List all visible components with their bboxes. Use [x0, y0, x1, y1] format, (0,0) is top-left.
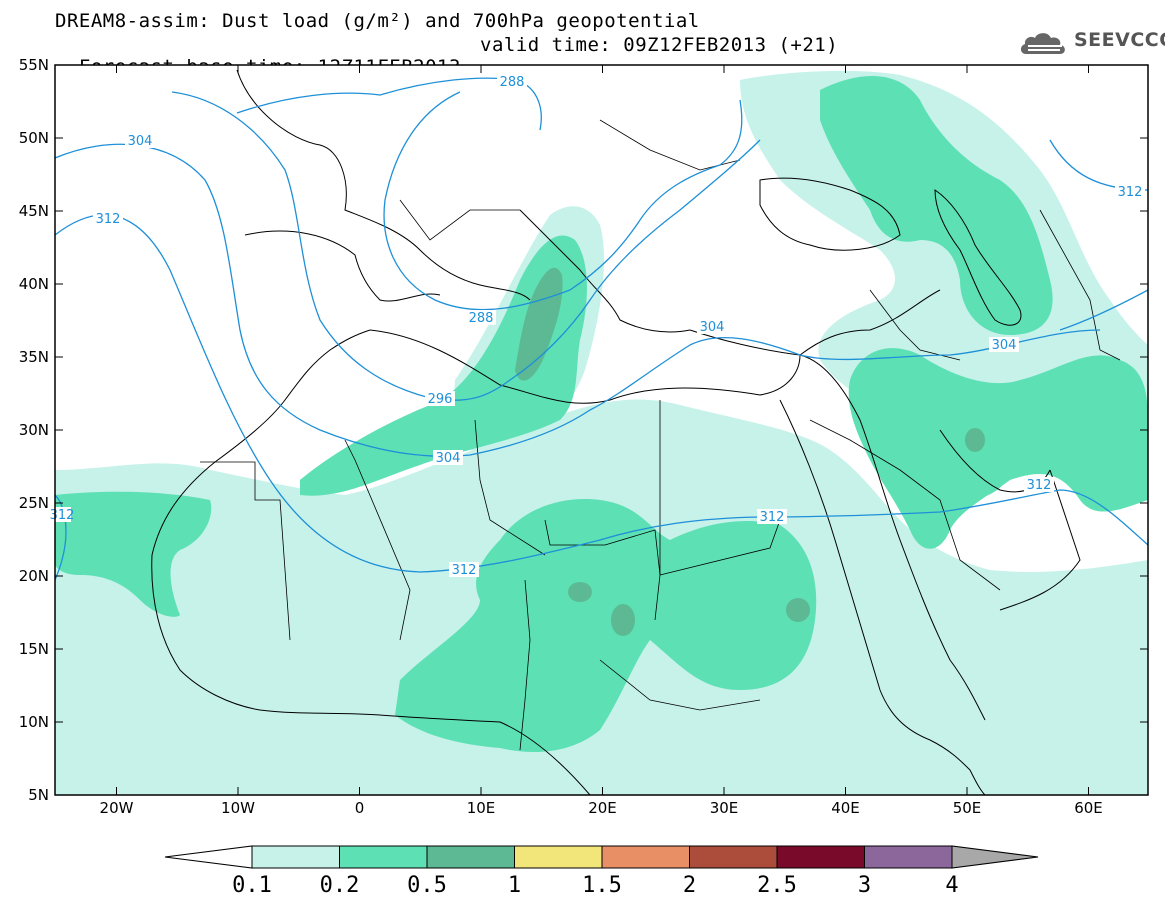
contour-312	[55, 214, 1148, 573]
lon-label: 60E	[1074, 799, 1103, 817]
lon-label: 0	[355, 799, 365, 817]
lon-label: 50E	[953, 799, 982, 817]
valid-time: valid time: 09Z12FEB2013 (+21)	[480, 34, 839, 56]
border-chad-libya	[544, 519, 661, 621]
contour-label-312-d: 312	[1118, 185, 1143, 200]
contour-label-304-d: 304	[992, 338, 1017, 353]
contour-label-312-f: 312	[50, 508, 75, 523]
contour-label-288-a: 288	[500, 75, 525, 90]
coast-europe-west	[236, 69, 531, 301]
colorbar: 0.1 0.2 0.5 1 1.5 2 2.5 3 4	[164, 845, 1039, 898]
colorbar-over-arrow	[951, 845, 1039, 869]
lon-label: 20E	[588, 799, 617, 817]
map-title: DREAM8-assim: Dust load (g/m²) and 700hP…	[55, 10, 700, 32]
border-mauritania	[200, 461, 291, 641]
border-mali-algeria	[344, 439, 411, 641]
contour-label-304-c: 304	[700, 320, 725, 335]
colorbar-label: 1	[508, 873, 521, 898]
colorbar-label: 2.5	[757, 873, 797, 898]
dust-high-areas	[515, 267, 985, 636]
lat-label: 30N	[19, 421, 49, 439]
coast-arabia-south	[999, 469, 1081, 611]
lat-label: 5N	[28, 786, 49, 804]
contour-label-304-b: 304	[436, 451, 461, 466]
border-nigeria-chad	[519, 579, 531, 751]
cloud-icon	[1020, 33, 1065, 54]
colorbar-segment	[689, 845, 778, 869]
coastlines	[151, 69, 1081, 795]
colorbar-label: 2	[683, 873, 696, 898]
lon-label: 30E	[710, 799, 739, 817]
coast-west-africa	[151, 554, 591, 795]
border-central-asia	[1039, 209, 1121, 361]
coast-turkey	[689, 289, 941, 356]
contour-label-296: 296	[428, 392, 453, 407]
colorbar-label: 0.5	[407, 873, 447, 898]
coast-black-sea	[759, 177, 901, 251]
borders	[200, 119, 1121, 751]
colorbar-label: 4	[945, 873, 958, 898]
contour-312-west	[55, 494, 67, 581]
contour-label-312-c: 312	[760, 510, 785, 525]
lon-label: 20W	[100, 799, 134, 817]
coast-north-africa	[369, 329, 801, 404]
colorbar-label: 0.2	[320, 873, 360, 898]
dust-shading	[55, 70, 1148, 795]
colorbar-label: 1.5	[582, 873, 622, 898]
logo-text: SEEVCCC	[1074, 29, 1165, 51]
latitude-axis: 55N 50N 45N 40N 35N 30N 25N 20N 15N 10N 5N	[19, 56, 1148, 804]
seevccc-logo: SEEVCCC	[1018, 26, 1165, 60]
colorbar-segment	[776, 845, 865, 869]
coast-nw-africa	[151, 329, 371, 556]
colorbar-segment	[251, 845, 340, 869]
lat-label: 15N	[19, 640, 49, 658]
contour-label-312-a: 312	[96, 212, 121, 227]
lat-label: 10N	[19, 713, 49, 731]
contour-304-east	[1059, 289, 1148, 331]
lat-label: 45N	[19, 202, 49, 220]
colorbar-under-arrow	[164, 845, 253, 869]
lon-label: 10W	[221, 799, 255, 817]
coast-horn	[929, 739, 986, 795]
border-niger	[474, 419, 546, 556]
colorbar-segment	[339, 845, 428, 869]
lat-label: 20N	[19, 567, 49, 585]
contour-label-304-a: 304	[128, 134, 153, 149]
colorbar-segment	[514, 845, 603, 869]
colorbar-label: 0.1	[232, 873, 272, 898]
geopotential-contours	[55, 77, 1148, 581]
coast-red-sea-east	[799, 354, 986, 721]
contour-288-north	[236, 77, 542, 131]
border-car	[599, 659, 761, 711]
coast-caspian	[934, 189, 1022, 326]
contour-296	[171, 91, 761, 401]
coast-balkans	[519, 209, 691, 333]
contour-label-288-b: 288	[469, 311, 494, 326]
lat-label: 50N	[19, 129, 49, 147]
colorbar-segment	[601, 845, 690, 869]
colorbar-segment	[426, 845, 515, 869]
contour-304	[55, 143, 1101, 457]
contour-label-312-e: 312	[1027, 478, 1052, 493]
colorbar-segment	[864, 845, 953, 869]
contour-labels: 288 288 296 304 304 304 304 312 312 312 …	[50, 74, 1145, 578]
lat-label: 40N	[19, 275, 49, 293]
lon-label: 40E	[831, 799, 860, 817]
contour-label-312-b: 312	[452, 563, 477, 578]
lat-label: 55N	[19, 56, 49, 74]
coast-red-sea-west	[779, 399, 931, 741]
colorbar-label: 3	[858, 873, 871, 898]
border-saudi	[809, 419, 1001, 591]
border-europe	[399, 199, 520, 241]
lon-label: 10E	[467, 799, 496, 817]
lat-label: 35N	[19, 348, 49, 366]
longitude-axis: 20W 10W 0 10E 20E 30E 40E 50E 60E	[100, 65, 1103, 817]
contour-288	[383, 91, 743, 311]
lat-label: 25N	[19, 494, 49, 512]
border-egypt-sudan	[659, 400, 781, 576]
